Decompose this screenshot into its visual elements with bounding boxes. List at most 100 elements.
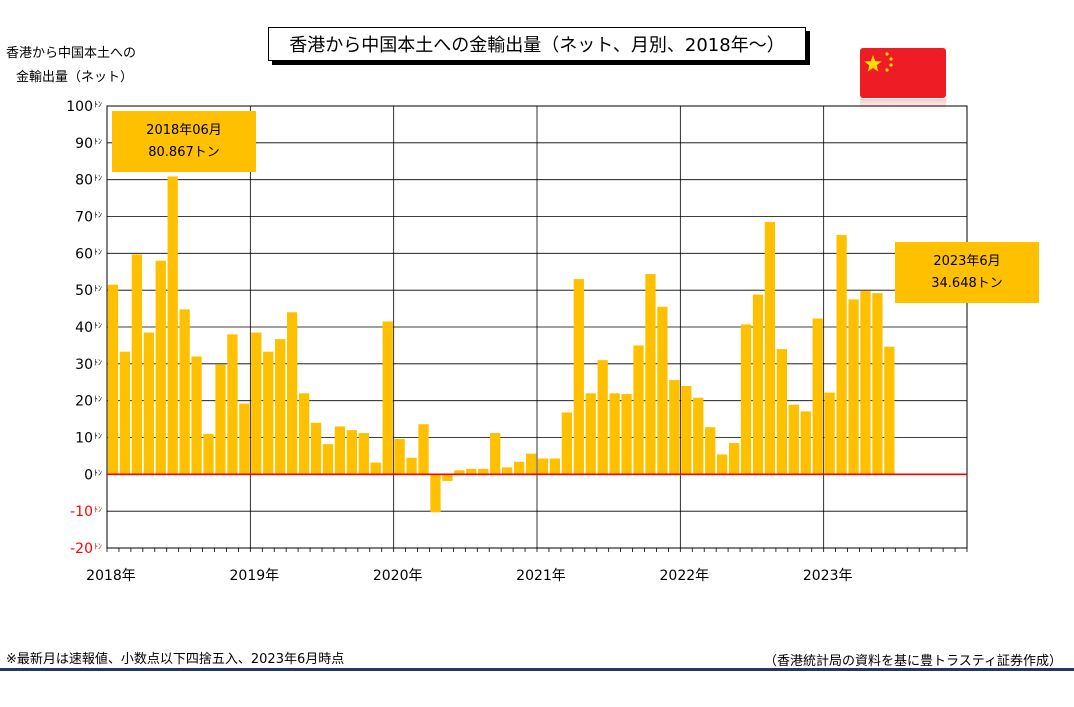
callout-first-month: 2018年06月 80.867トン — [112, 111, 256, 172]
bar — [203, 433, 214, 475]
bar — [693, 397, 704, 475]
y-tick-unit: ﾄﾝ — [94, 100, 102, 109]
bar — [872, 293, 883, 475]
y-tick-label: 70 — [75, 210, 93, 226]
bar — [657, 306, 668, 475]
bar — [848, 299, 859, 475]
y-tick-unit: ﾄﾝ — [94, 542, 102, 551]
bar — [621, 394, 632, 475]
source-note: （香港統計局の資料を基に豊トラスティ証券作成） — [764, 654, 1062, 669]
y-tick-unit: ﾄﾝ — [94, 432, 102, 441]
bar — [322, 444, 334, 475]
bar — [836, 234, 847, 475]
bar — [478, 468, 489, 475]
bar — [143, 332, 154, 475]
x-year-label: 2021年 — [516, 568, 566, 584]
bar — [573, 279, 584, 475]
chart-title: 香港から中国本土への金輸出量（ネット、月別、2018年～） — [268, 27, 806, 61]
bar — [251, 332, 262, 475]
y-tick-label: 40 — [75, 320, 93, 336]
bar — [884, 346, 895, 475]
y-tick-unit: ﾄﾝ — [94, 358, 102, 367]
bar — [382, 321, 393, 475]
bar — [609, 393, 620, 475]
chart-title-text: 香港から中国本土への金輸出量（ネット、月別、2018年～） — [289, 35, 785, 56]
y-tick-label: 20 — [75, 394, 93, 410]
y-tick-unit: ﾄﾝ — [94, 321, 102, 330]
bar — [537, 458, 549, 475]
y-tick-label: 30 — [75, 357, 93, 373]
bar — [645, 273, 656, 475]
y-tick-unit: ﾄﾝ — [94, 395, 102, 404]
callout-last-date: 2023年6月 — [933, 253, 1001, 269]
x-tick-labels: 2018年 2019年 2020年 2021年 2022年 2023年 — [86, 568, 852, 584]
bar — [633, 345, 644, 475]
bar — [597, 360, 608, 475]
y-tick-unit: ﾄﾝ — [94, 247, 102, 256]
callout-latest-month: 2023年6月 34.648トン — [895, 242, 1039, 303]
bar — [752, 294, 764, 475]
bar — [227, 334, 238, 475]
bar — [788, 404, 799, 475]
bar — [334, 426, 346, 475]
bar — [561, 412, 572, 475]
x-year-label: 2020年 — [373, 568, 423, 584]
bar — [728, 443, 740, 475]
bar — [310, 422, 322, 475]
y-tick-unit: ﾄﾝ — [94, 468, 102, 477]
y-tick-label: 10 — [75, 431, 93, 447]
bar — [502, 467, 513, 475]
x-year-label: 2019年 — [230, 568, 280, 584]
china-flag-icon — [860, 48, 946, 110]
x-year-label: 2022年 — [660, 568, 710, 584]
callout-first-date: 2018年06月 — [146, 122, 222, 138]
x-year-label: 2018年 — [86, 568, 136, 584]
callout-last-value: 34.648トン — [931, 275, 1003, 291]
y-tick-unit: ﾄﾝ — [94, 137, 102, 146]
y-tick-label: 50 — [75, 283, 93, 299]
bar — [287, 312, 298, 475]
bar — [740, 324, 752, 475]
y-tick-label: 0 — [84, 467, 93, 483]
bar — [239, 403, 250, 475]
y-tick-label: 60 — [75, 246, 93, 262]
bar — [298, 393, 310, 475]
x-year-label: 2023年 — [803, 568, 853, 584]
bar — [442, 474, 453, 481]
y-tick-label: -20 — [70, 541, 93, 557]
bar — [717, 454, 728, 475]
bottom-divider — [0, 668, 1074, 671]
callout-first-value: 80.867トン — [148, 144, 220, 160]
bar — [525, 453, 537, 475]
bar — [191, 356, 202, 475]
bar — [430, 474, 441, 513]
bar — [370, 462, 381, 475]
bar — [155, 260, 166, 475]
y-axis-label-line2: 金輸出量（ネット） — [16, 70, 134, 85]
bar — [358, 433, 369, 475]
bar — [513, 461, 525, 475]
y-tick-label: -10 — [70, 504, 93, 520]
bar — [705, 427, 716, 475]
bar — [275, 339, 286, 475]
bar — [107, 284, 119, 475]
bar — [776, 349, 787, 475]
bar — [800, 411, 811, 475]
y-tick-label: 100 — [66, 99, 93, 115]
bar — [549, 458, 561, 475]
bar — [406, 457, 417, 475]
bar — [119, 351, 131, 475]
bar — [824, 392, 835, 475]
bar — [167, 176, 178, 475]
bar — [669, 380, 680, 475]
bar — [454, 470, 465, 475]
bar — [466, 468, 477, 475]
y-axis-label: 香港から中国本土への 金輸出量（ネット） — [6, 42, 136, 90]
bar — [812, 318, 823, 475]
bar — [490, 433, 501, 475]
bar — [764, 222, 776, 475]
footnote: ※最新月は速報値、小数点以下四捨五入、2023年6月時点 — [6, 652, 345, 667]
bar — [263, 351, 274, 475]
